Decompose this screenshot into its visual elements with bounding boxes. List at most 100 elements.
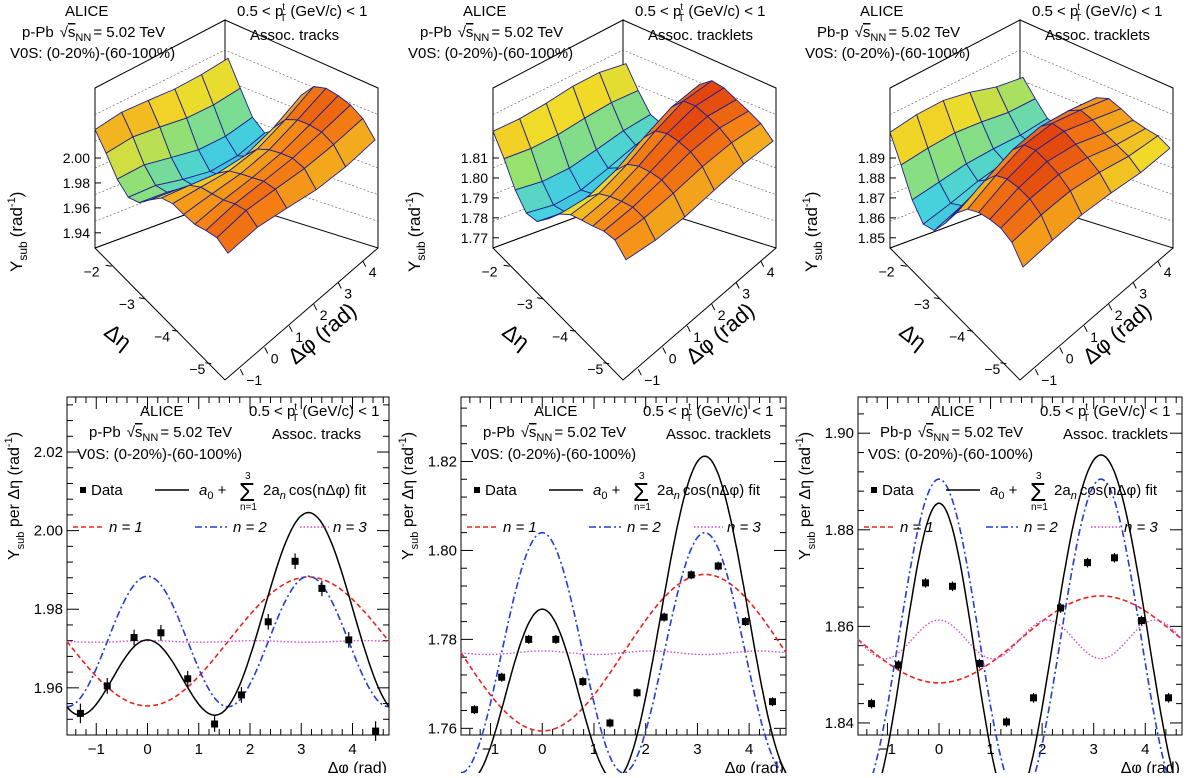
pt-range-label: 0.5 < pt T (GeV/c) < 1	[249, 402, 379, 424]
nn-subscript: NN	[142, 432, 158, 444]
total-fit-curve	[880, 454, 1176, 778]
eta-tick-label: −4	[552, 328, 568, 344]
system-prefix: p-Pb	[483, 424, 515, 441]
y-tick-label: 2.00	[34, 523, 63, 540]
y-axis-exp: -1	[397, 437, 409, 447]
energy-value: = 5.02 TeV	[93, 24, 165, 41]
pt-superscript: t	[688, 402, 691, 413]
x-tick-label: 3	[1090, 741, 1098, 758]
pt-range: 0.5 < p	[237, 3, 283, 20]
z-tick-label: 1.86	[858, 210, 885, 226]
legend-n3: n = 3	[727, 519, 761, 536]
fit-plus: +	[1004, 482, 1017, 499]
floor-front-edges	[492, 247, 777, 381]
collab-label: ALICE	[140, 403, 183, 420]
legend-n2: n = 2	[233, 519, 267, 536]
eta-tick-label: −4	[949, 328, 965, 344]
data-point	[552, 635, 560, 643]
data-point	[579, 678, 587, 686]
z-axis-label: Ysub (rad-1)	[404, 192, 428, 272]
fit-2a: 2a	[657, 482, 674, 499]
z-axis-y: Y	[405, 261, 424, 272]
z-axis-sub: sub	[16, 241, 30, 261]
harmonic-n2-curve	[460, 531, 787, 774]
legend-n1: n = 1	[109, 519, 143, 536]
harmonic-n1-curve	[857, 595, 1183, 684]
eta-tick-label: −4	[154, 328, 170, 344]
y-axis-y: Y	[6, 549, 23, 560]
legend-n1: n = 1	[503, 519, 537, 536]
system-prefix: Pb-p	[817, 24, 849, 41]
floor-front-edges	[889, 247, 1174, 381]
fit-a: a	[199, 482, 207, 499]
x-tick-label: −1	[482, 741, 499, 758]
x-tick-label: 1	[195, 741, 203, 758]
pt-range: 0.5 < p	[1040, 403, 1086, 420]
legend-data: Data	[485, 482, 517, 499]
surface-panel-3: ALICE Pb-p √sNN = 5.02 TeV V0S: (0-20%)-(60-…	[801, 2, 1174, 388]
phi-tick	[1132, 282, 1137, 289]
eta-tick-label: −3	[517, 296, 533, 312]
sum-bottom: n=1	[240, 502, 257, 513]
fit-a: a	[593, 482, 601, 499]
z-tick-label: 1.94	[63, 225, 90, 241]
z-tick-label: 1.77	[461, 230, 488, 246]
eta-tick	[503, 264, 510, 267]
sum-top: 3	[639, 471, 645, 482]
x-tick-label: 4	[1141, 741, 1149, 758]
phi-tick-label: 2	[320, 307, 328, 323]
system-prefix: Pb-p	[880, 424, 912, 441]
phi-tick	[711, 303, 716, 311]
eta-tick-label: −5	[189, 361, 205, 377]
eta-tick-label: −5	[587, 361, 603, 377]
energy-value: = 5.02 TeV	[554, 424, 626, 441]
y-axis-close: )	[797, 432, 814, 437]
nn-subscript: NN	[870, 32, 886, 44]
z-axis-unit: (rad	[7, 207, 26, 237]
sum-sign: Σ	[633, 477, 649, 507]
x-tick-label: 3	[297, 741, 305, 758]
phi-tick-label: 0	[669, 351, 677, 367]
v0s-label: V0S: (0-20%)-(60-100%)	[805, 45, 970, 62]
z-tick-label: 1.81	[461, 150, 488, 166]
sum-sign: Σ	[239, 477, 255, 507]
pt-tail: (GeV/c) < 1	[1089, 403, 1170, 420]
phi-tick	[362, 260, 367, 268]
z-tick-label: 1.80	[461, 170, 488, 186]
y-axis-label: Ysub per Δη (rad-1)	[3, 432, 27, 560]
surface-patch	[614, 217, 656, 261]
pt-subscript: T	[1075, 13, 1081, 24]
assoc-label: Assoc. tracks	[272, 426, 361, 443]
curves	[857, 454, 1183, 778]
surface-patch	[216, 210, 258, 254]
eta-tick	[933, 297, 940, 300]
data-points	[868, 552, 1173, 727]
legend-n3: n = 3	[333, 519, 367, 536]
y-axis-exp: -1	[794, 437, 806, 447]
legend-n2: n = 2	[627, 519, 661, 536]
data-point	[318, 584, 326, 592]
sqrt-sign: √	[521, 424, 530, 441]
y-tick-label: 1.84	[825, 715, 854, 732]
eta-tick-label: −5	[984, 361, 1000, 377]
data-points	[471, 561, 776, 728]
phi-tick	[662, 347, 667, 354]
fit-2a: 2a	[263, 482, 280, 499]
pt-subscript: T	[292, 413, 298, 424]
plot-frame	[66, 396, 390, 736]
phi-tick	[1157, 260, 1162, 268]
z-axis-sub: sub	[414, 241, 428, 261]
phi-tick-label: 3	[742, 286, 750, 302]
phi-tick	[1083, 325, 1088, 333]
pt-superscript: t	[680, 2, 683, 13]
legend-n3: n = 3	[1124, 519, 1158, 536]
v0s-label: V0S: (0-20%)-(60-100%)	[77, 446, 242, 463]
pt-superscript: t	[1085, 402, 1088, 413]
z-axis-close: )	[802, 192, 821, 198]
legend-data: Data	[882, 482, 914, 499]
phi-tick-label: 3	[344, 286, 352, 302]
fit-plus: +	[213, 482, 226, 499]
nn-subscript: NN	[536, 432, 552, 444]
pt-range-label: 0.5 < pt T (GeV/c) < 1	[1040, 402, 1170, 424]
